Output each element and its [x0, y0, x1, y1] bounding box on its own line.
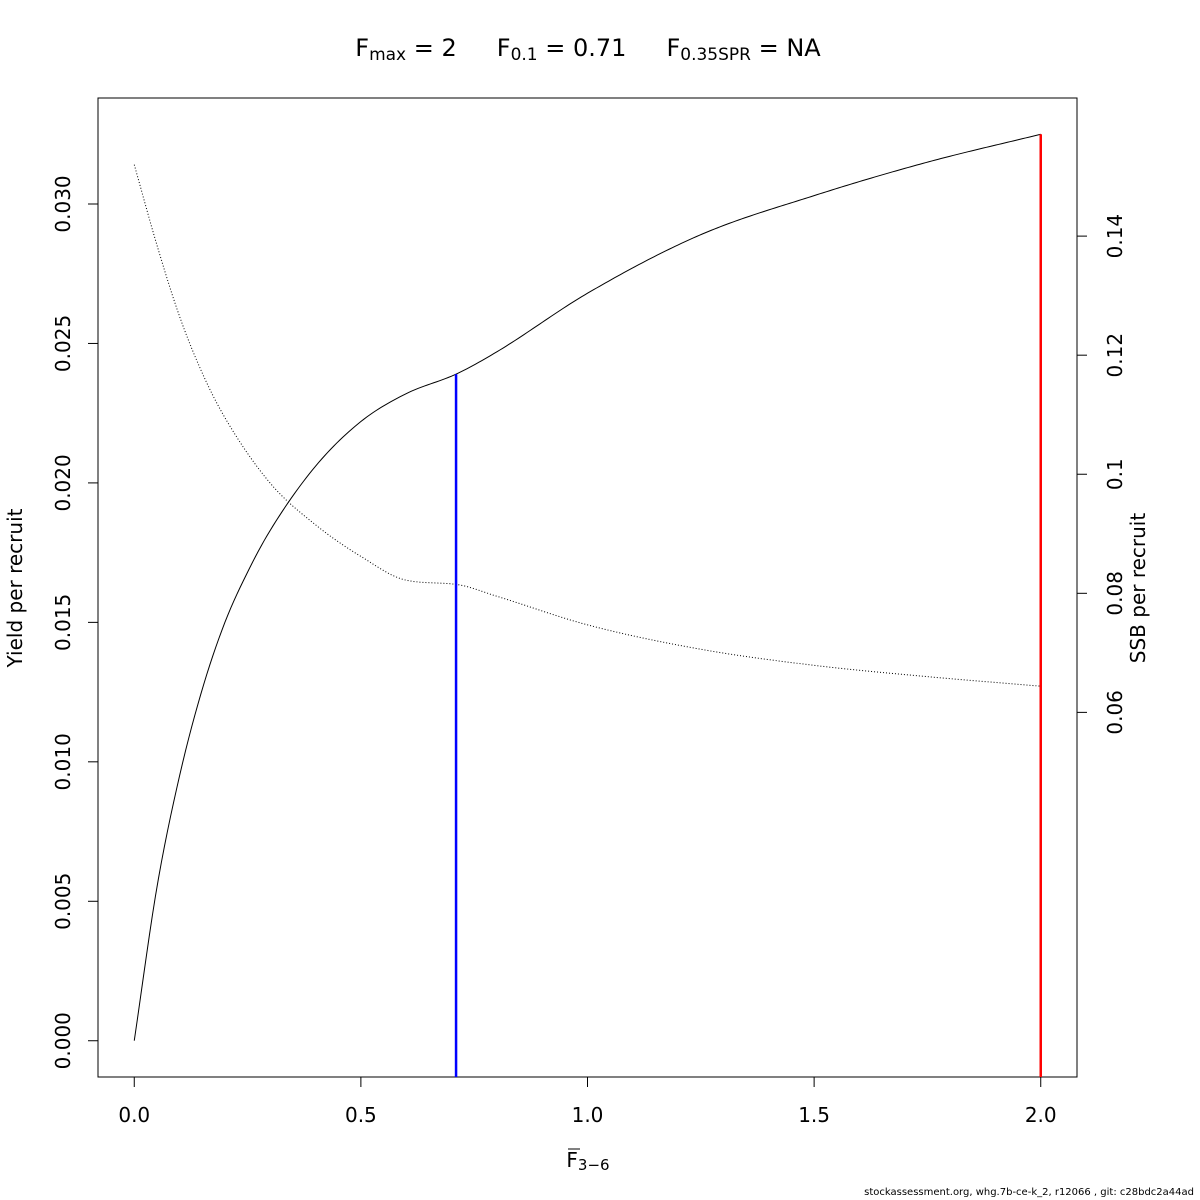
y-tick-label: 0.030 — [51, 175, 75, 232]
fspr-subscript: 0.35SPR — [680, 45, 751, 65]
x-tick-label: 0.0 — [118, 1103, 150, 1127]
x-tick-label: 2.0 — [1025, 1103, 1057, 1127]
fmax-symbol: F — [355, 34, 369, 62]
y2-axis-label: SSB per recruit — [1126, 513, 1150, 664]
fspr-value: = NA — [751, 34, 821, 62]
f01-subscript: 0.1 — [511, 45, 538, 65]
x-label-symbol: F — [566, 1148, 578, 1172]
reference-lines — [456, 134, 1041, 1077]
y-tick-label: 0.000 — [51, 1012, 75, 1069]
y-axis-label: Yield per recruit — [3, 508, 27, 668]
chart-title: Fmax = 2 F0.1 = 0.71 F0.35SPR = NA — [355, 34, 821, 65]
y-tick-label: 0.025 — [51, 315, 75, 372]
footer-credit: stockassessment.org, whg.7b-ce-k_2, r120… — [864, 1187, 1194, 1198]
y2-tick-label: 0.06 — [1103, 690, 1127, 735]
y-tick-label: 0.015 — [51, 594, 75, 651]
y-tick-label: 0.005 — [51, 873, 75, 930]
fspr-symbol: F — [666, 34, 680, 62]
y2-tick-label: 0.08 — [1103, 571, 1127, 616]
y2-tick-label: 0.12 — [1103, 333, 1127, 378]
y-tick-label: 0.010 — [51, 733, 75, 790]
f01-value: = 0.71 — [538, 34, 627, 62]
x-axis: 0.0 0.5 1.0 1.5 2.0 — [118, 1077, 1056, 1127]
x-tick-label: 1.5 — [798, 1103, 830, 1127]
svg-text:F3−6: F3−6 — [566, 1148, 609, 1174]
y2-tick-label: 0.14 — [1103, 214, 1127, 259]
f01-symbol: F — [497, 34, 511, 62]
y-axis-left: 0.000 0.005 0.010 0.015 0.020 0.025 0.030 — [51, 175, 98, 1069]
series-layer — [134, 134, 1040, 1040]
plot-frame — [98, 98, 1077, 1077]
x-tick-label: 0.5 — [345, 1103, 377, 1127]
fmax-subscript: max — [369, 45, 406, 65]
y2-tick-label: 0.1 — [1103, 458, 1127, 490]
x-label-subscript: 3−6 — [578, 1156, 610, 1174]
fmax-value: = 2 — [406, 34, 457, 62]
ssb-per-recruit-line — [134, 165, 1040, 686]
x-axis-label: F3−6 — [566, 1148, 609, 1174]
x-tick-label: 1.0 — [572, 1103, 604, 1127]
y-tick-label: 0.020 — [51, 454, 75, 511]
y-axis-right: 0.06 0.08 0.1 0.12 0.14 — [1077, 214, 1127, 735]
yield-per-recruit-line — [134, 134, 1040, 1040]
